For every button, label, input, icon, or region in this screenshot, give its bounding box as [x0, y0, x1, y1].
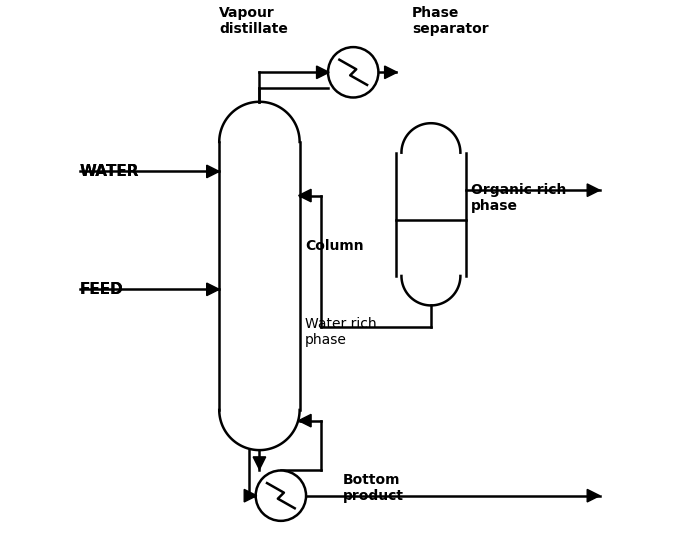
Text: Phase
separator: Phase separator: [412, 7, 489, 36]
Text: WATER: WATER: [80, 164, 140, 179]
Bar: [396, 153, 466, 276]
Text: Vapour
distillate: Vapour distillate: [219, 7, 288, 36]
Polygon shape: [587, 184, 600, 196]
Polygon shape: [207, 283, 219, 295]
Polygon shape: [401, 123, 460, 153]
Text: Organic rich
phase: Organic rich phase: [471, 183, 566, 213]
Bar: [219, 142, 299, 410]
Circle shape: [328, 47, 378, 97]
Polygon shape: [219, 410, 299, 450]
Polygon shape: [219, 102, 299, 142]
Polygon shape: [587, 490, 600, 502]
Text: Bottom
product: Bottom product: [342, 473, 403, 503]
Polygon shape: [299, 189, 311, 202]
Polygon shape: [316, 66, 329, 78]
Polygon shape: [253, 457, 266, 469]
Polygon shape: [299, 415, 311, 427]
Polygon shape: [384, 66, 397, 78]
Text: Water rich
phase: Water rich phase: [305, 317, 377, 347]
Circle shape: [256, 471, 306, 521]
Text: WATER: WATER: [80, 164, 140, 179]
Polygon shape: [207, 165, 219, 178]
Polygon shape: [401, 276, 460, 305]
Text: Column: Column: [305, 239, 364, 254]
Text: FEED: FEED: [80, 282, 124, 297]
Polygon shape: [245, 490, 257, 502]
Text: FEED: FEED: [80, 282, 124, 297]
